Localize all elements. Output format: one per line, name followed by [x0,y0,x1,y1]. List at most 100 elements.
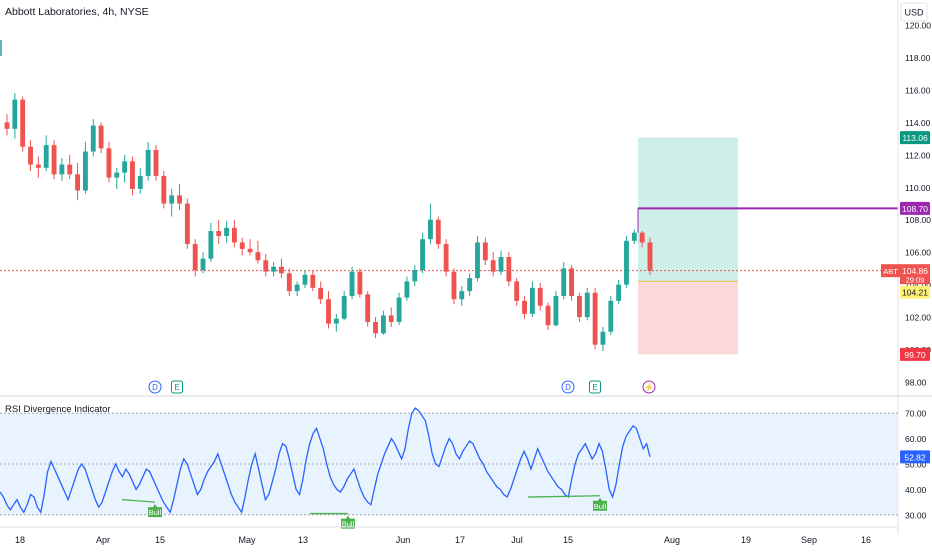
time-axis[interactable]: 18 Apr 15 May 13 Jun 17 Jul 15 Aug 19 Sep 16 [15,535,871,545]
candle[interactable] [271,261,277,277]
candle[interactable] [51,140,57,180]
candle[interactable] [545,302,551,331]
bull-label[interactable]: Bull [148,504,162,518]
candle[interactable] [467,273,473,296]
candle[interactable] [4,114,10,136]
candle[interactable] [616,279,622,305]
candle[interactable] [482,237,488,266]
candle[interactable] [388,307,394,327]
candlestick-series[interactable] [4,93,653,352]
candle[interactable] [67,154,73,180]
symbol-title[interactable]: Abbott Laboratories, 4h, NYSE [5,6,149,18]
candle[interactable] [529,281,535,318]
price-pane[interactable] [0,0,898,395]
candle[interactable] [365,291,371,327]
candle[interactable] [506,252,512,287]
candle[interactable] [137,167,143,194]
candle[interactable] [600,326,606,352]
candle[interactable] [451,268,457,305]
candle[interactable] [43,135,49,172]
candle[interactable] [114,167,120,189]
candle[interactable] [631,229,637,245]
candle[interactable] [106,141,112,183]
candle[interactable] [514,278,520,306]
candle[interactable] [247,239,253,256]
candle[interactable] [90,119,96,157]
candle[interactable] [279,258,284,279]
candle[interactable] [145,141,151,181]
candle[interactable] [224,221,229,243]
candle[interactable] [639,231,645,248]
candle[interactable] [35,156,41,178]
candle[interactable] [404,276,410,301]
candle[interactable] [12,93,18,139]
rsi-pane[interactable]: 70.00 60.00 50.00 40.00 30.00 Bull Bull Bull 52.… [0,407,930,529]
candle[interactable] [373,317,378,339]
currency-box[interactable] [900,2,928,22]
candle[interactable] [561,261,567,300]
candle[interactable] [537,283,543,311]
earnings-icon[interactable]: E [171,380,183,394]
candle[interactable] [82,141,88,194]
candle[interactable] [592,287,598,350]
candle[interactable] [443,239,449,277]
candle[interactable] [475,235,480,282]
candle[interactable] [177,184,182,210]
candle[interactable] [522,295,527,319]
candle[interactable] [302,270,308,288]
candle[interactable] [459,286,465,306]
candle[interactable] [239,237,245,256]
dividend-icon[interactable]: D [561,380,575,394]
candle[interactable] [231,219,237,248]
split-icon[interactable]: ⚡ [642,380,656,394]
candle[interactable] [75,162,81,201]
candle[interactable] [318,281,324,305]
candle[interactable] [98,122,104,154]
stop-zone[interactable] [638,281,738,355]
candle[interactable] [380,310,386,335]
candle[interactable] [420,232,426,274]
candle[interactable] [333,313,339,332]
candle[interactable] [624,235,629,288]
candle[interactable] [608,295,614,335]
candle[interactable] [263,253,269,277]
candle[interactable] [576,292,582,322]
candle[interactable] [341,291,347,321]
candle[interactable] [553,291,559,327]
candle[interactable] [122,154,128,183]
candle[interactable] [192,239,198,277]
candle[interactable] [396,292,402,326]
candle[interactable] [294,281,300,296]
candle[interactable] [208,222,214,262]
candle[interactable] [200,252,206,274]
candle[interactable] [286,268,292,296]
candle[interactable] [647,237,653,275]
candle[interactable] [28,140,33,172]
candle[interactable] [412,265,418,287]
candle[interactable] [255,240,261,264]
candle[interactable] [184,198,190,249]
candle[interactable] [490,252,496,277]
candle[interactable] [161,171,167,209]
candle[interactable] [428,203,433,245]
candle[interactable] [20,96,26,152]
candle[interactable] [349,266,355,300]
candle[interactable] [216,219,222,245]
candle[interactable] [326,291,331,329]
dividend-icon[interactable]: D [148,380,162,394]
candle[interactable] [584,287,590,321]
candle[interactable] [130,156,135,196]
rsi-title[interactable]: RSI Divergence Indicator [5,404,111,415]
candle[interactable] [310,270,316,292]
target-zone[interactable] [638,137,738,282]
candle[interactable] [153,145,159,181]
rsi-line[interactable] [0,407,651,514]
bull-label[interactable]: Bull [341,515,355,529]
candle[interactable] [169,188,175,217]
candle[interactable] [59,158,65,181]
candle[interactable] [498,250,504,275]
candle[interactable] [435,216,441,249]
bull-label[interactable]: Bull [593,497,607,511]
earnings-icon[interactable]: E [589,380,601,394]
